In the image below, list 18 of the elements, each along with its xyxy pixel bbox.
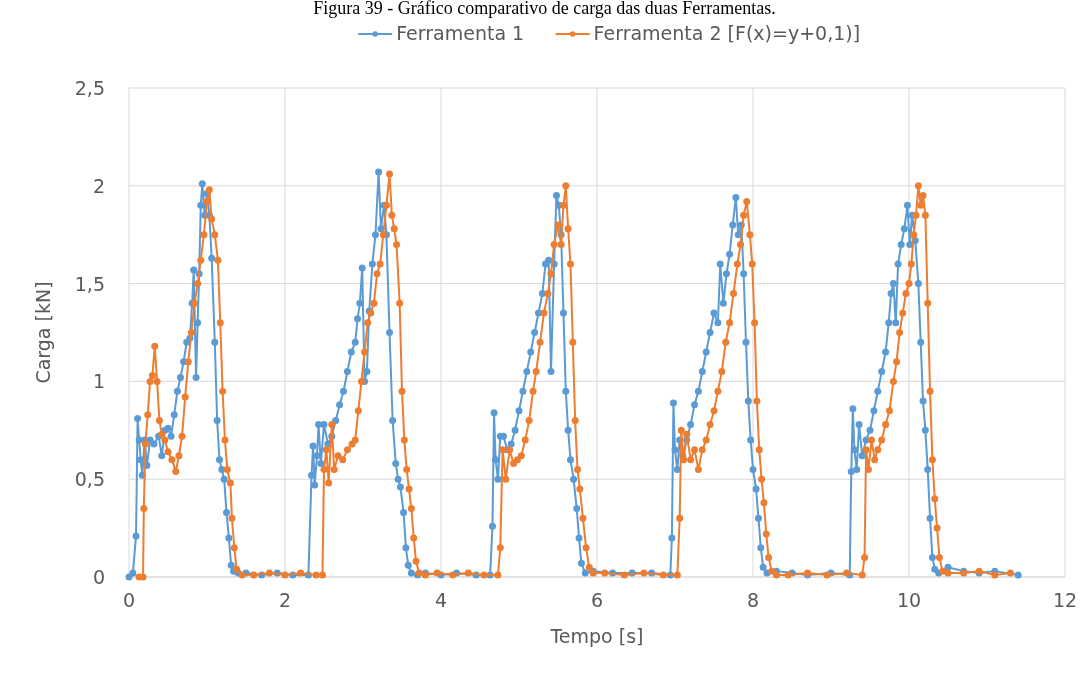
x-tick-label: 4 <box>434 589 448 611</box>
y-tick-label: 2,5 <box>74 77 105 99</box>
x-tick-label: 6 <box>590 589 604 611</box>
chart-title: Figura 39 - Gráfico comparativo de carga das duas Ferramentas. <box>313 0 776 18</box>
x-tick-label: 2 <box>278 589 292 611</box>
y-tick-label: 0,5 <box>74 468 105 491</box>
y-tick-label: 1,5 <box>74 272 105 295</box>
y-tick-label: 2 <box>92 174 105 197</box>
y-tick-label: 1 <box>92 370 105 393</box>
legend-label: Ferramenta 1 <box>396 22 525 44</box>
x-axis-title: Tempo [s] <box>549 625 644 647</box>
y-tick-label: 0 <box>92 566 105 588</box>
x-tick-label: 12 <box>1052 589 1078 611</box>
x-tick-label: 10 <box>896 589 922 611</box>
x-tick-label: 0 <box>122 589 136 611</box>
y-axis-title: Carga [kN] <box>32 281 54 384</box>
x-tick-label: 8 <box>746 589 760 611</box>
legend-label: Ferramenta 2 [F(x)=y+0,1)] <box>593 22 861 44</box>
